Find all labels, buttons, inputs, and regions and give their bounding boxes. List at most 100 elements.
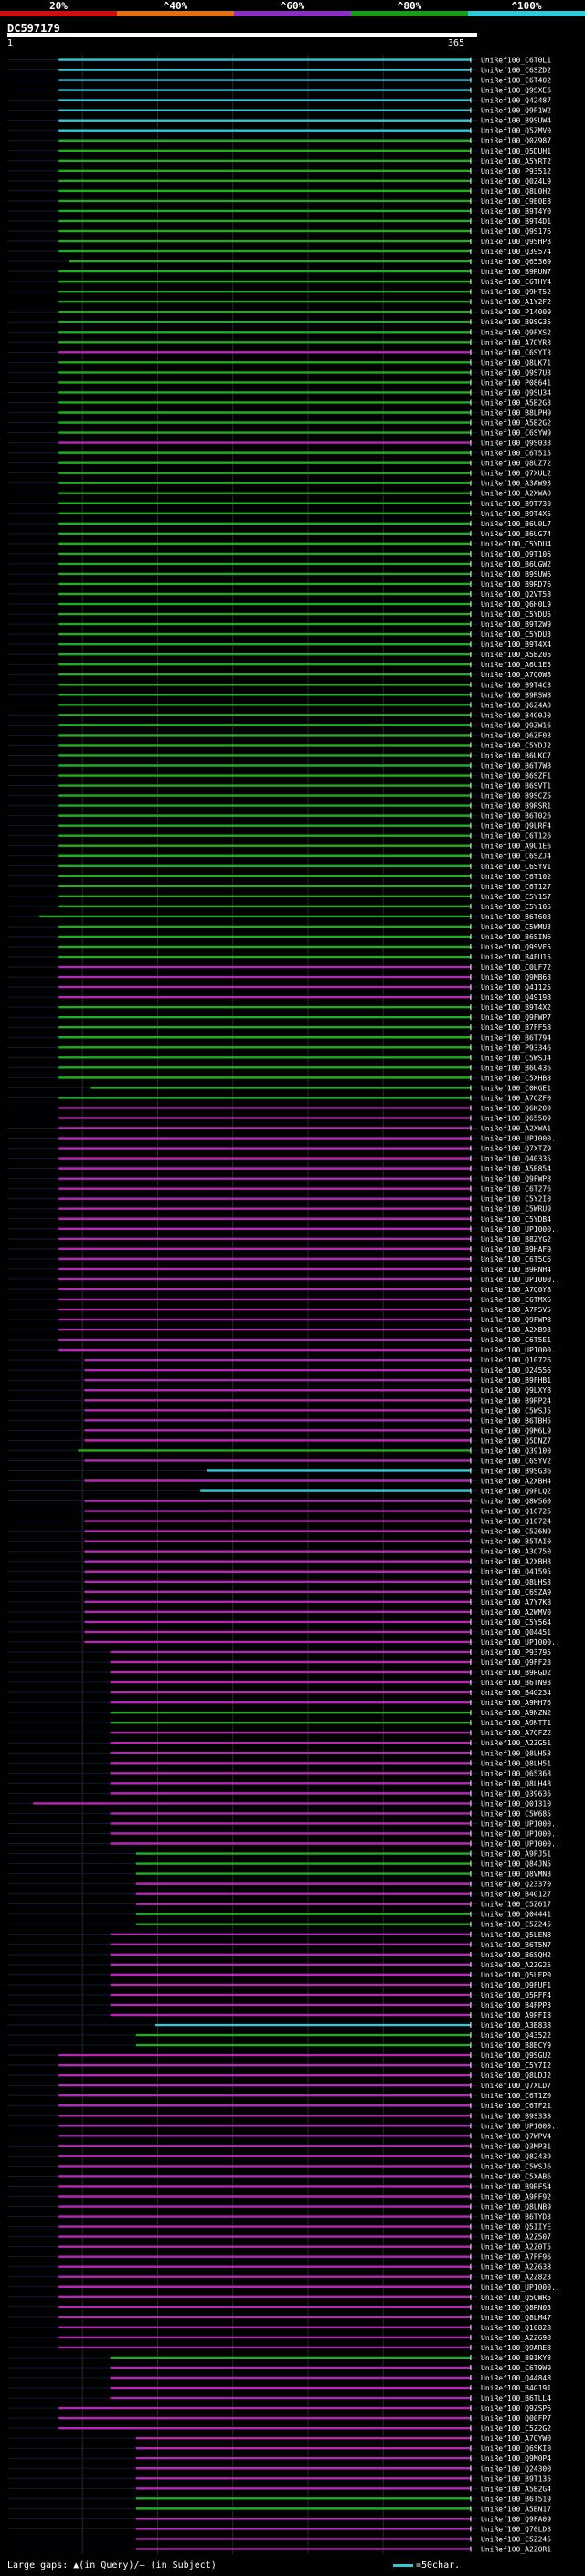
hit-label: UniRef100_A2XBH3 [481, 1558, 551, 1566]
hit-label: UniRef100_C5WSJ6 [481, 2162, 551, 2170]
hit-label: UniRef100_Q9SGU2 [481, 2051, 551, 2060]
hit-label: UniRef100_A7PF96 [481, 2253, 551, 2262]
hit-label: UniRef100_B4FPP3 [481, 2001, 551, 2009]
hit-label: UniRef100_B6TYD3 [481, 2213, 551, 2221]
hit-label: UniRef100_B9SCZ5 [481, 792, 551, 800]
hit-label: UniRef100_A7Q0W8 [481, 671, 551, 679]
hit-label: UniRef100_B9T4C3 [481, 681, 551, 689]
hit-label: UniRef100_C6SYV2 [481, 1457, 551, 1465]
hit-label: UniRef100_Q43522 [481, 2031, 551, 2040]
hit-label: UniRef100_A2Z698 [481, 2334, 551, 2342]
hit-label: UniRef100_C5WSJ4 [481, 1054, 551, 1062]
hit-label: UniRef100_A7QYW0 [481, 2434, 551, 2443]
hit-label: UniRef100_Q10725 [481, 1508, 551, 1516]
hit-label: UniRef100_A7Q0Y8 [481, 1286, 551, 1294]
hit-label: UniRef100_B6TN93 [481, 1679, 551, 1687]
hit-label: UniRef100_Q5QWR5 [481, 2294, 551, 2302]
hit-label: UniRef100_B9SUW4 [481, 117, 551, 125]
hit-label: UniRef100_Q7XTZ9 [481, 1145, 551, 1153]
hit-label: UniRef100_B9RP24 [481, 1396, 551, 1405]
hit-label: UniRef100_UP1000.. [481, 1829, 560, 1838]
hit-label: UniRef100_C5Y105 [481, 903, 551, 911]
hit-label: UniRef100_C5Z6N9 [481, 1528, 551, 1536]
hit-label: UniRef100_Q04451 [481, 1628, 551, 1637]
hit-label: UniRef100_Q5DNZ7 [481, 1436, 551, 1445]
hit-label: UniRef100_B4FU15 [481, 953, 551, 961]
hit-label: UniRef100_A5B2G2 [481, 419, 551, 428]
scale-label-1: 20% [49, 0, 68, 12]
hit-label: UniRef100_Q5DUH1 [481, 147, 551, 155]
hit-label: UniRef100_Q9FA09 [481, 2515, 551, 2523]
hit-label: UniRef100_UP1000.. [481, 1638, 560, 1647]
hit-label: UniRef100_Q9ARE8 [481, 2344, 551, 2352]
hit-label: UniRef100_A2Z0T5 [481, 2243, 551, 2252]
hit-label: UniRef100_A5B205 [481, 651, 551, 659]
hit-label: UniRef100_C6T515 [481, 450, 551, 458]
query-end-label: 365 [448, 38, 465, 48]
hit-label: UniRef100_B6SIN6 [481, 933, 551, 941]
hit-label: UniRef100_C6T127 [481, 883, 551, 891]
hit-label: UniRef100_Q9T106 [481, 550, 551, 558]
hit-label: UniRef100_Q5RFF4 [481, 1991, 551, 1999]
hit-label: UniRef100_A9PF92 [481, 2192, 551, 2200]
hit-label: UniRef100_A9MH76 [481, 1699, 551, 1707]
hit-label: UniRef100_B7FF58 [481, 1023, 551, 1032]
hit-label: UniRef100_Q9SHP3 [481, 238, 551, 246]
hit-label: UniRef100_Q0Z4L9 [481, 177, 551, 186]
hit-label: UniRef100_Q9S7U3 [481, 368, 551, 376]
scale-legend-text: =50char. [416, 2560, 461, 2571]
hit-label: UniRef100_A9PJ51 [481, 1850, 551, 1859]
hit-label: UniRef100_A2Z507 [481, 2233, 551, 2242]
hit-label: UniRef100_Q10828 [481, 2324, 551, 2332]
hit-label: UniRef100_A2XB93 [481, 1326, 551, 1334]
hit-label: UniRef100_Q8LM47 [481, 2314, 551, 2322]
hit-label: UniRef100_B9SG36 [481, 1467, 551, 1475]
hit-label: UniRef100_B4G234 [481, 1689, 551, 1697]
hit-label: UniRef100_B9FHB1 [481, 1376, 551, 1384]
hit-label: UniRef100_C6T276 [481, 1185, 551, 1193]
hit-label: UniRef100_Q8LHS3 [481, 1578, 551, 1586]
hit-label: UniRef100_Q9ZW16 [481, 721, 551, 729]
hit-label: UniRef100_Q9SXE6 [481, 87, 551, 95]
hit-label: UniRef100_B6SVT1 [481, 782, 551, 790]
hit-label: UniRef100_A3AW93 [481, 480, 551, 488]
hit-label: UniRef100_A5BN17 [481, 2505, 551, 2513]
hit-label: UniRef100_C5Y2I0 [481, 1195, 551, 1203]
hit-label: UniRef100_C6SZJ4 [481, 853, 551, 861]
hit-label: UniRef100_UP1000.. [481, 1819, 560, 1828]
hit-label: UniRef100_Q5LEN8 [481, 1931, 551, 1939]
hit-label: UniRef100_C5YDU3 [481, 631, 551, 639]
hit-label: UniRef100_P08641 [481, 378, 551, 387]
hit-label: UniRef100_Q3MP31 [481, 2142, 551, 2150]
hit-label: UniRef100_P93795 [481, 1648, 551, 1657]
hit-label: UniRef100_Q6Z4A0 [481, 701, 551, 709]
hit-label: UniRef100_B6U436 [481, 1064, 551, 1072]
hit-label: UniRef100_Q9FF23 [481, 1659, 551, 1667]
hit-label: UniRef100_Q49198 [481, 993, 551, 1002]
hit-label: UniRef100_B9T4D1 [481, 217, 551, 226]
hit-label: UniRef100_B9SUW6 [481, 570, 551, 578]
hit-label: UniRef100_B9RGD2 [481, 1669, 551, 1677]
hit-label: UniRef100_C5XAB6 [481, 2172, 551, 2180]
scale-segment-5 [468, 11, 585, 16]
hit-label: UniRef100_B9RSR1 [481, 802, 551, 811]
hit-label: UniRef100_B6T603 [481, 913, 551, 921]
hit-label: UniRef100_Q6ZF03 [481, 731, 551, 739]
hit-label: UniRef100_Q9SVF5 [481, 943, 551, 951]
hit-label: UniRef100_A3C750 [481, 1548, 551, 1556]
hit-label: UniRef100_A9NTT1 [481, 1719, 551, 1727]
hit-label: UniRef100_C5YDB4 [481, 1215, 551, 1224]
hit-label: UniRef100_A2ZG25 [481, 1961, 551, 1969]
hit-label: UniRef100_C6T0L1 [481, 57, 551, 65]
hit-label: UniRef100_Q9FWP8 [481, 1175, 551, 1183]
hit-label: UniRef100_Q8LH51 [481, 1759, 551, 1767]
hit-label: UniRef100_A7QZF0 [481, 1094, 551, 1102]
hit-label: UniRef100_B9HAF9 [481, 1246, 551, 1254]
hit-label: UniRef100_B6TBH5 [481, 1416, 551, 1425]
hit-label: UniRef100_Q44848 [481, 2374, 551, 2382]
scale-segment-3 [234, 11, 351, 16]
hit-label: UniRef100_C6T5E1 [481, 1336, 551, 1344]
hit-label: UniRef100_Q00FP7 [481, 2414, 551, 2422]
hit-label: UniRef100_Q23370 [481, 1881, 551, 1889]
hit-label: UniRef100_Q7WPV4 [481, 2132, 551, 2140]
